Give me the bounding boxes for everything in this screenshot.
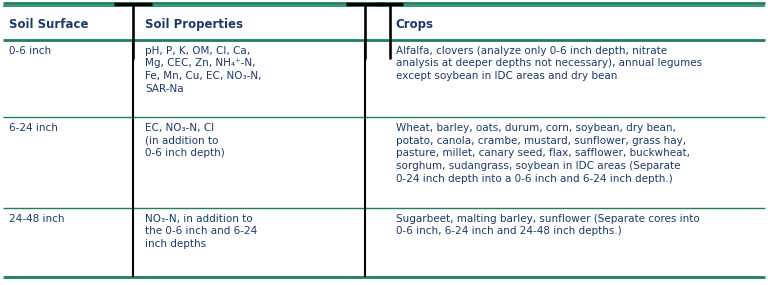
Text: Sugarbeet, malting barley, sunflower (Separate cores into
0-6 inch, 6-24 inch an: Sugarbeet, malting barley, sunflower (Se… [396,214,700,237]
Text: Wheat, barley, oats, durum, corn, soybean, dry bean,
potato, canola, crambe, mus: Wheat, barley, oats, durum, corn, soybea… [396,123,690,184]
Text: 0-6 inch: 0-6 inch [9,46,51,56]
Text: Soil Properties: Soil Properties [145,18,243,31]
Text: Crops: Crops [396,18,434,31]
Text: Alfalfa, clovers (analyze only 0-6 inch depth, nitrate
analysis at deeper depths: Alfalfa, clovers (analyze only 0-6 inch … [396,46,702,81]
Text: 24-48 inch: 24-48 inch [9,214,65,224]
Text: 6-24 inch: 6-24 inch [9,123,58,133]
Text: NO₃-N, in addition to
the 0-6 inch and 6-24
inch depths: NO₃-N, in addition to the 0-6 inch and 6… [145,214,257,249]
Text: pH, P, K, OM, Cl, Ca,
Mg, CEC, Zn, NH₄⁺-N,
Fe, Mn, Cu, EC, NO₃-N,
SAR-Na: pH, P, K, OM, Cl, Ca, Mg, CEC, Zn, NH₄⁺-… [145,46,262,94]
Text: Soil Surface: Soil Surface [9,18,88,31]
Text: EC, NO₃-N, Cl
(in addition to
0-6 inch depth): EC, NO₃-N, Cl (in addition to 0-6 inch d… [145,123,225,158]
